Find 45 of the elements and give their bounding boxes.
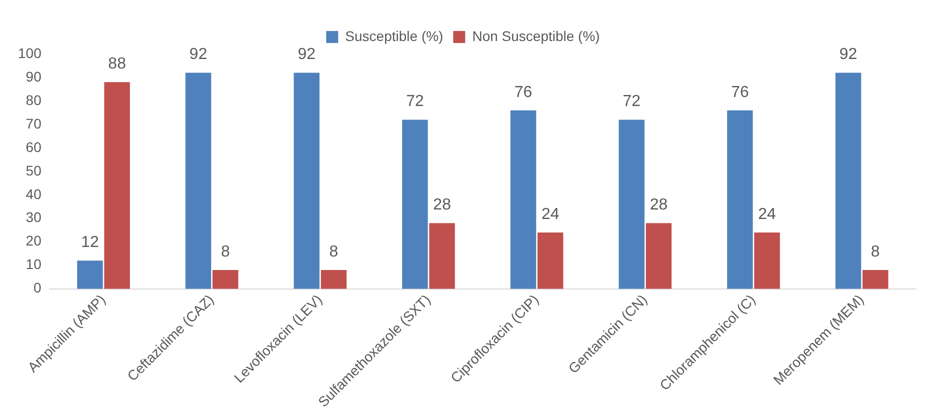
y-tick-label: 30 — [26, 209, 42, 226]
legend-label: Non Susceptible (%) — [472, 28, 600, 44]
bar — [429, 223, 455, 289]
y-tick-label: 0 — [34, 280, 42, 296]
data-label: 12 — [81, 234, 99, 252]
bar — [185, 72, 212, 289]
y-tick-label: 100 — [18, 44, 42, 61]
bar — [212, 270, 238, 289]
bar — [104, 82, 130, 289]
bar — [754, 232, 780, 289]
data-label: 28 — [433, 196, 452, 214]
data-label: 8 — [220, 243, 230, 260]
data-label: 92 — [839, 46, 858, 64]
data-label: 72 — [406, 93, 424, 110]
y-tick-label: 50 — [26, 162, 42, 178]
bar — [77, 260, 103, 289]
y-tick-label: 40 — [26, 186, 42, 202]
y-tick-label: 10 — [26, 256, 42, 272]
data-label: 24 — [541, 206, 560, 223]
data-label: 76 — [514, 84, 532, 101]
data-label: 24 — [758, 206, 776, 223]
data-label: 8 — [329, 243, 338, 260]
bar — [727, 110, 753, 289]
y-tick-label: 20 — [26, 232, 42, 249]
y-tick-label: 80 — [26, 92, 42, 108]
data-label: 76 — [731, 84, 749, 101]
data-label: 88 — [108, 56, 126, 73]
bar — [510, 110, 536, 289]
bar — [402, 120, 428, 289]
y-tick-label: 70 — [26, 115, 42, 132]
data-label: 92 — [189, 46, 208, 64]
bar — [320, 270, 347, 289]
y-tick-label: 90 — [26, 68, 42, 84]
data-label: 72 — [622, 93, 641, 110]
bar — [835, 72, 862, 289]
data-label: 28 — [650, 196, 668, 214]
bar — [646, 223, 672, 289]
bar — [618, 120, 644, 289]
bar — [862, 270, 888, 289]
bar — [294, 72, 320, 289]
bar — [538, 232, 564, 289]
legend-label: Susceptible (%) — [345, 28, 444, 44]
data-label: 92 — [298, 46, 316, 64]
y-tick-label: 60 — [26, 138, 42, 155]
data-label: 8 — [870, 243, 880, 260]
